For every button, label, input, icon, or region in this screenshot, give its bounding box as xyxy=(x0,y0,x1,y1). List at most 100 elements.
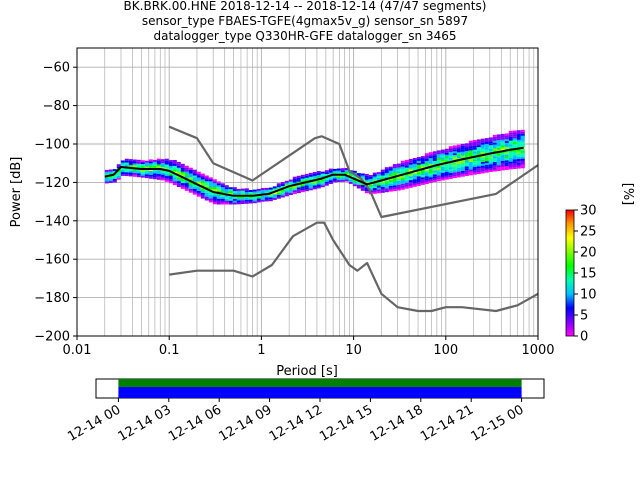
density-cell xyxy=(120,164,125,167)
density-cell xyxy=(516,155,521,158)
timeline-tick-label: 12-15 00 xyxy=(468,402,526,444)
density-cell xyxy=(292,176,297,179)
density-cell xyxy=(372,191,377,194)
noise-model-high-line xyxy=(168,125,539,219)
density-cell xyxy=(496,138,501,141)
density-cell xyxy=(236,198,241,201)
density-cell xyxy=(512,157,517,160)
density-cell xyxy=(220,196,225,199)
density-cell xyxy=(192,185,197,188)
density-cell xyxy=(520,156,525,159)
density-cell xyxy=(408,178,413,181)
density-cell xyxy=(492,167,497,170)
density-cell xyxy=(452,174,457,177)
density-cell xyxy=(516,160,521,163)
density-cell xyxy=(124,162,129,165)
density-cell xyxy=(428,173,433,176)
density-cell xyxy=(472,153,477,156)
density-cell xyxy=(152,177,157,180)
density-cell xyxy=(388,180,393,182)
density-cell xyxy=(444,154,449,157)
density-cell xyxy=(396,173,401,176)
density-cell xyxy=(440,157,445,160)
density-cell xyxy=(372,188,377,190)
density-cell xyxy=(508,146,513,149)
density-cell xyxy=(512,132,517,135)
density-cell xyxy=(212,196,217,199)
density-cell xyxy=(340,179,345,182)
density-cell xyxy=(180,181,185,184)
density-cell xyxy=(288,179,293,182)
density-cell xyxy=(172,183,177,186)
plot-frame xyxy=(76,47,539,337)
density-cell xyxy=(216,194,221,197)
density-cell xyxy=(520,149,525,151)
density-cell xyxy=(460,174,465,177)
density-cell xyxy=(292,190,297,193)
density-cell xyxy=(432,170,437,173)
density-cell xyxy=(504,146,509,149)
density-cell xyxy=(228,191,233,193)
density-cell xyxy=(436,177,441,180)
density-cell xyxy=(360,173,365,176)
density-cell xyxy=(484,155,489,158)
density-cell xyxy=(300,188,305,191)
density-cell xyxy=(512,140,517,143)
density-cell xyxy=(460,170,465,173)
density-cell xyxy=(220,194,225,197)
density-cell xyxy=(176,177,181,180)
density-cell xyxy=(484,140,489,142)
density-cell xyxy=(416,157,421,159)
density-cell xyxy=(436,152,441,155)
density-cell xyxy=(428,171,433,174)
density-cell xyxy=(520,166,525,169)
density-cell xyxy=(484,159,489,162)
density-cell xyxy=(400,183,405,186)
density-cell xyxy=(392,164,397,167)
density-cell xyxy=(496,147,501,150)
density-cell xyxy=(452,155,457,157)
density-cell xyxy=(392,187,397,190)
density-cell xyxy=(436,169,441,172)
density-cell xyxy=(520,164,525,167)
density-cell xyxy=(464,164,469,167)
density-cell xyxy=(176,179,181,182)
density-cell xyxy=(324,172,329,175)
density-cell xyxy=(216,185,221,188)
density-cell xyxy=(500,166,505,169)
density-cell xyxy=(184,188,189,191)
density-cell xyxy=(364,187,369,190)
density-cell xyxy=(300,190,305,193)
density-cell xyxy=(400,181,405,184)
density-cell xyxy=(504,139,509,142)
density-cell xyxy=(488,139,493,142)
density-cell xyxy=(452,170,457,173)
density-cell xyxy=(156,172,161,174)
density-cell xyxy=(136,159,141,162)
density-cell xyxy=(188,175,193,178)
density-cell xyxy=(408,174,413,177)
density-cell xyxy=(500,168,505,171)
density-cell xyxy=(164,160,169,163)
density-cell xyxy=(188,173,193,176)
density-cell xyxy=(424,162,429,165)
psd-plot-area: 0.01 0.1 1 10 100 1000 −60 −80 −100 −120 −140 −160… xyxy=(9,47,555,379)
colorbar-tick-label: 5 xyxy=(580,309,588,324)
density-cell xyxy=(324,170,329,173)
density-cell xyxy=(444,148,449,151)
density-cell xyxy=(492,136,497,139)
density-cell xyxy=(428,167,433,170)
density-cell xyxy=(440,161,445,164)
y-tick-label: −120 xyxy=(34,176,70,191)
density-cell xyxy=(512,130,517,133)
density-cell xyxy=(472,170,477,173)
timeline-tick-label: 12-14 00 xyxy=(65,402,123,444)
density-cell xyxy=(380,175,385,178)
density-cell xyxy=(280,195,285,198)
density-cell xyxy=(340,175,345,178)
density-cell xyxy=(352,182,357,185)
density-cell xyxy=(200,192,205,195)
density-cell xyxy=(172,160,177,162)
density-cell xyxy=(204,181,209,184)
density-cell xyxy=(420,181,425,183)
